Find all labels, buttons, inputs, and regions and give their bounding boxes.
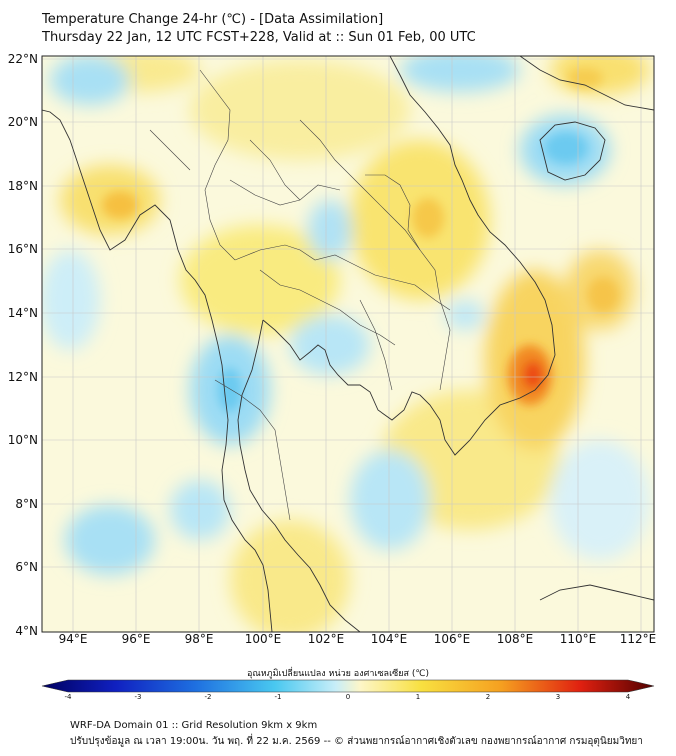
lat-label: 14°N <box>7 306 38 320</box>
map-frame <box>41 55 655 633</box>
colorbar-tick: -4 <box>64 693 72 701</box>
lon-label: 110°E <box>559 632 597 646</box>
lon-label: 102°E <box>307 632 345 646</box>
lat-label: 18°N <box>7 179 38 193</box>
lon-label: 96°E <box>121 632 151 646</box>
colorbar-tick: 3 <box>555 693 561 701</box>
lat-label: 4°N <box>15 624 38 638</box>
graticule <box>42 56 654 632</box>
lat-label: 10°N <box>7 433 38 447</box>
lon-label: 100°E <box>244 632 282 646</box>
colorbar-tick: -3 <box>134 693 142 701</box>
lat-label: 8°N <box>15 497 38 511</box>
lat-label: 22°N <box>7 52 38 66</box>
lat-label: 20°N <box>7 115 38 129</box>
temperature-field <box>42 56 654 632</box>
lon-label: 104°E <box>370 632 408 646</box>
footer-credit: ปรับปรุงข้อมูล ณ เวลา 19:00น. วัน พฤ. ที… <box>70 736 643 747</box>
lon-label: 94°E <box>58 632 88 646</box>
lon-label: 106°E <box>433 632 471 646</box>
colorbar-tick: 2 <box>485 693 491 701</box>
lon-label: 108°E <box>496 632 534 646</box>
map-title: Temperature Change 24-hr (℃) - [Data Ass… <box>42 12 384 27</box>
lat-label: 6°N <box>15 560 38 574</box>
colorbar-tick: -2 <box>204 693 212 701</box>
colorbar-tick: 1 <box>415 693 421 701</box>
lat-label: 16°N <box>7 242 38 256</box>
colorbar-tick: 4 <box>625 693 631 701</box>
lon-label: 98°E <box>184 632 214 646</box>
colorbar-tick: 0 <box>345 693 351 701</box>
map-subtitle: Thursday 22 Jan, 12 UTC FCST+228, Valid … <box>42 30 476 45</box>
colorbar-tick: -1 <box>274 693 282 701</box>
admin-borders <box>149 69 451 521</box>
colorbar <box>41 679 655 693</box>
colorbar-title: อุณหภูมิเปลี่ยนแปลง หน่วย องศาเซลเซียส (… <box>246 669 430 679</box>
lon-label: 112°E <box>619 632 657 646</box>
footer-model-info: WRF-DA Domain 01 :: Grid Resolution 9km … <box>70 720 318 731</box>
coastlines <box>42 56 654 632</box>
lat-label: 12°N <box>7 370 38 384</box>
